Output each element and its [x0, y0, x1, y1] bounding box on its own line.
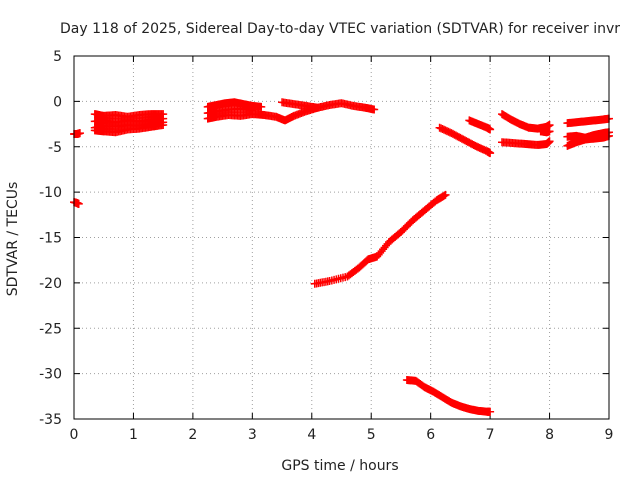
plot-frame — [73, 55, 610, 420]
x-tick-label: 9 — [605, 427, 614, 443]
data-point — [486, 125, 495, 134]
axis-ticks: 0 1 2 3 4 5 6 7 8 9 -35 -30 -25 -20 -15 -10 -5 0 5 — [39, 49, 613, 443]
data-point — [75, 129, 84, 138]
data-series — [90, 110, 168, 121]
x-tick-label: 8 — [545, 427, 554, 443]
data-series — [278, 98, 379, 114]
data-series — [70, 198, 83, 208]
y-tick-label: 5 — [53, 49, 62, 65]
data-points — [70, 98, 613, 416]
y-tick-label: -15 — [39, 231, 62, 247]
y-tick-label: -10 — [39, 185, 62, 201]
data-point — [545, 137, 554, 146]
x-tick-label: 1 — [129, 427, 138, 443]
data-point — [441, 190, 450, 199]
data-series — [435, 123, 495, 158]
data-series — [498, 137, 554, 149]
y-tick-label: -25 — [39, 321, 62, 337]
y-axis-label: SDTVAR / TECUs — [5, 182, 21, 297]
data-series — [203, 104, 257, 118]
data-point — [74, 199, 83, 208]
data-point — [257, 102, 266, 111]
data-series — [90, 114, 168, 127]
data-series — [563, 131, 613, 150]
y-tick-label: 0 — [53, 94, 62, 110]
data-series — [563, 114, 613, 128]
data-series — [70, 129, 84, 139]
data-series — [203, 103, 322, 125]
data-series — [465, 116, 495, 134]
y-tick-label: -20 — [39, 276, 62, 292]
x-axis-label: GPS time / hours — [281, 458, 398, 474]
data-series — [402, 375, 495, 416]
y-tick-label: -30 — [39, 367, 62, 383]
x-tick-label: 2 — [188, 427, 197, 443]
data-series — [310, 190, 450, 288]
data-point — [370, 105, 379, 114]
x-tick-label: 6 — [426, 427, 435, 443]
chart-title: Day 118 of 2025, Sidereal Day-to-day VTE… — [60, 21, 620, 37]
x-tick-label: 7 — [486, 427, 495, 443]
data-point — [545, 127, 554, 136]
data-series — [536, 127, 554, 137]
data-point — [486, 407, 495, 416]
x-tick-label: 0 — [70, 427, 79, 443]
y-tick-label: -35 — [39, 412, 62, 428]
x-tick-label: 4 — [307, 427, 316, 443]
data-point — [159, 120, 168, 129]
data-point — [248, 106, 257, 115]
data-series — [90, 120, 168, 137]
x-tick-label: 3 — [248, 427, 257, 443]
x-tick-label: 5 — [367, 427, 376, 443]
y-tick-label: -5 — [48, 140, 62, 156]
data-point — [486, 149, 495, 158]
